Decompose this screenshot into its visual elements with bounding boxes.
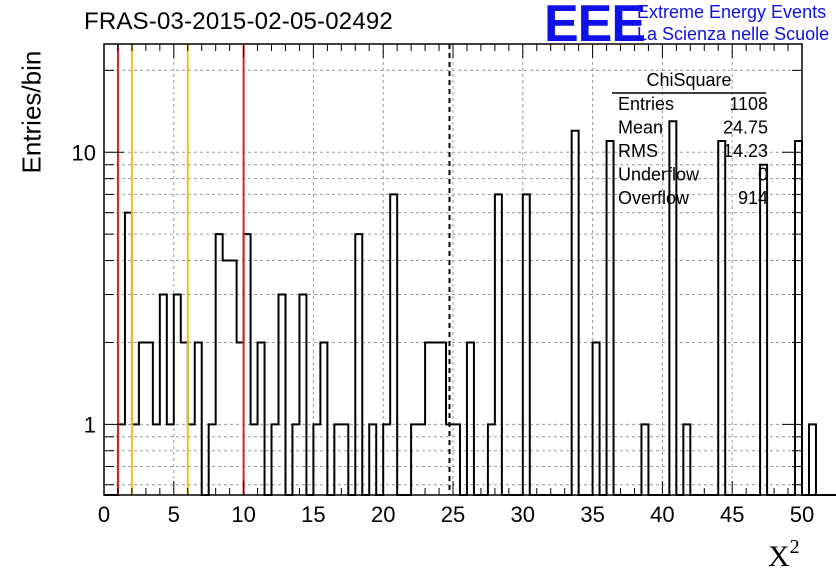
y-axis-label: Entries/bin xyxy=(16,50,47,174)
x-tick-label: 25 xyxy=(441,502,465,527)
stats-title: ChiSquare xyxy=(646,70,731,90)
x-tick-label: 35 xyxy=(580,502,604,527)
stats-value: 0 xyxy=(758,165,768,185)
chart-title: FRAS-03-2015-02-05-02492 xyxy=(84,8,393,35)
x-tick-label: 5 xyxy=(168,502,180,527)
stats-value: 914 xyxy=(738,188,768,208)
logo-subtitle-1: Extreme Energy Events xyxy=(637,2,827,22)
x-tick-label: 50 xyxy=(790,502,814,527)
stats-value: 14.23 xyxy=(723,141,768,161)
histogram-series xyxy=(104,120,836,496)
y-tick-label: 1 xyxy=(84,412,96,437)
stats-label: Underflow xyxy=(618,165,700,185)
x-tick-label: 20 xyxy=(371,502,395,527)
stats-value: 1108 xyxy=(729,94,768,114)
stats-value: 24.75 xyxy=(723,118,768,138)
logo-subtitle-2: La Scienza nelle Scuole xyxy=(637,24,830,44)
y-tick-label: 10 xyxy=(72,140,96,165)
stats-label: Mean xyxy=(618,118,663,138)
eee-logo: EEE xyxy=(544,0,646,53)
x-tick-label: 0 xyxy=(98,502,110,527)
stats-label: Overflow xyxy=(618,188,690,208)
x-axis-label: X2 xyxy=(768,536,800,573)
x-tick-label: 15 xyxy=(301,502,325,527)
x-tick-label: 40 xyxy=(650,502,674,527)
x-tick-label: 30 xyxy=(511,502,535,527)
x-tick-label: 45 xyxy=(720,502,744,527)
stats-label: Entries xyxy=(618,94,674,114)
stats-label: RMS xyxy=(618,141,658,161)
x-tick-label: 10 xyxy=(231,502,255,527)
